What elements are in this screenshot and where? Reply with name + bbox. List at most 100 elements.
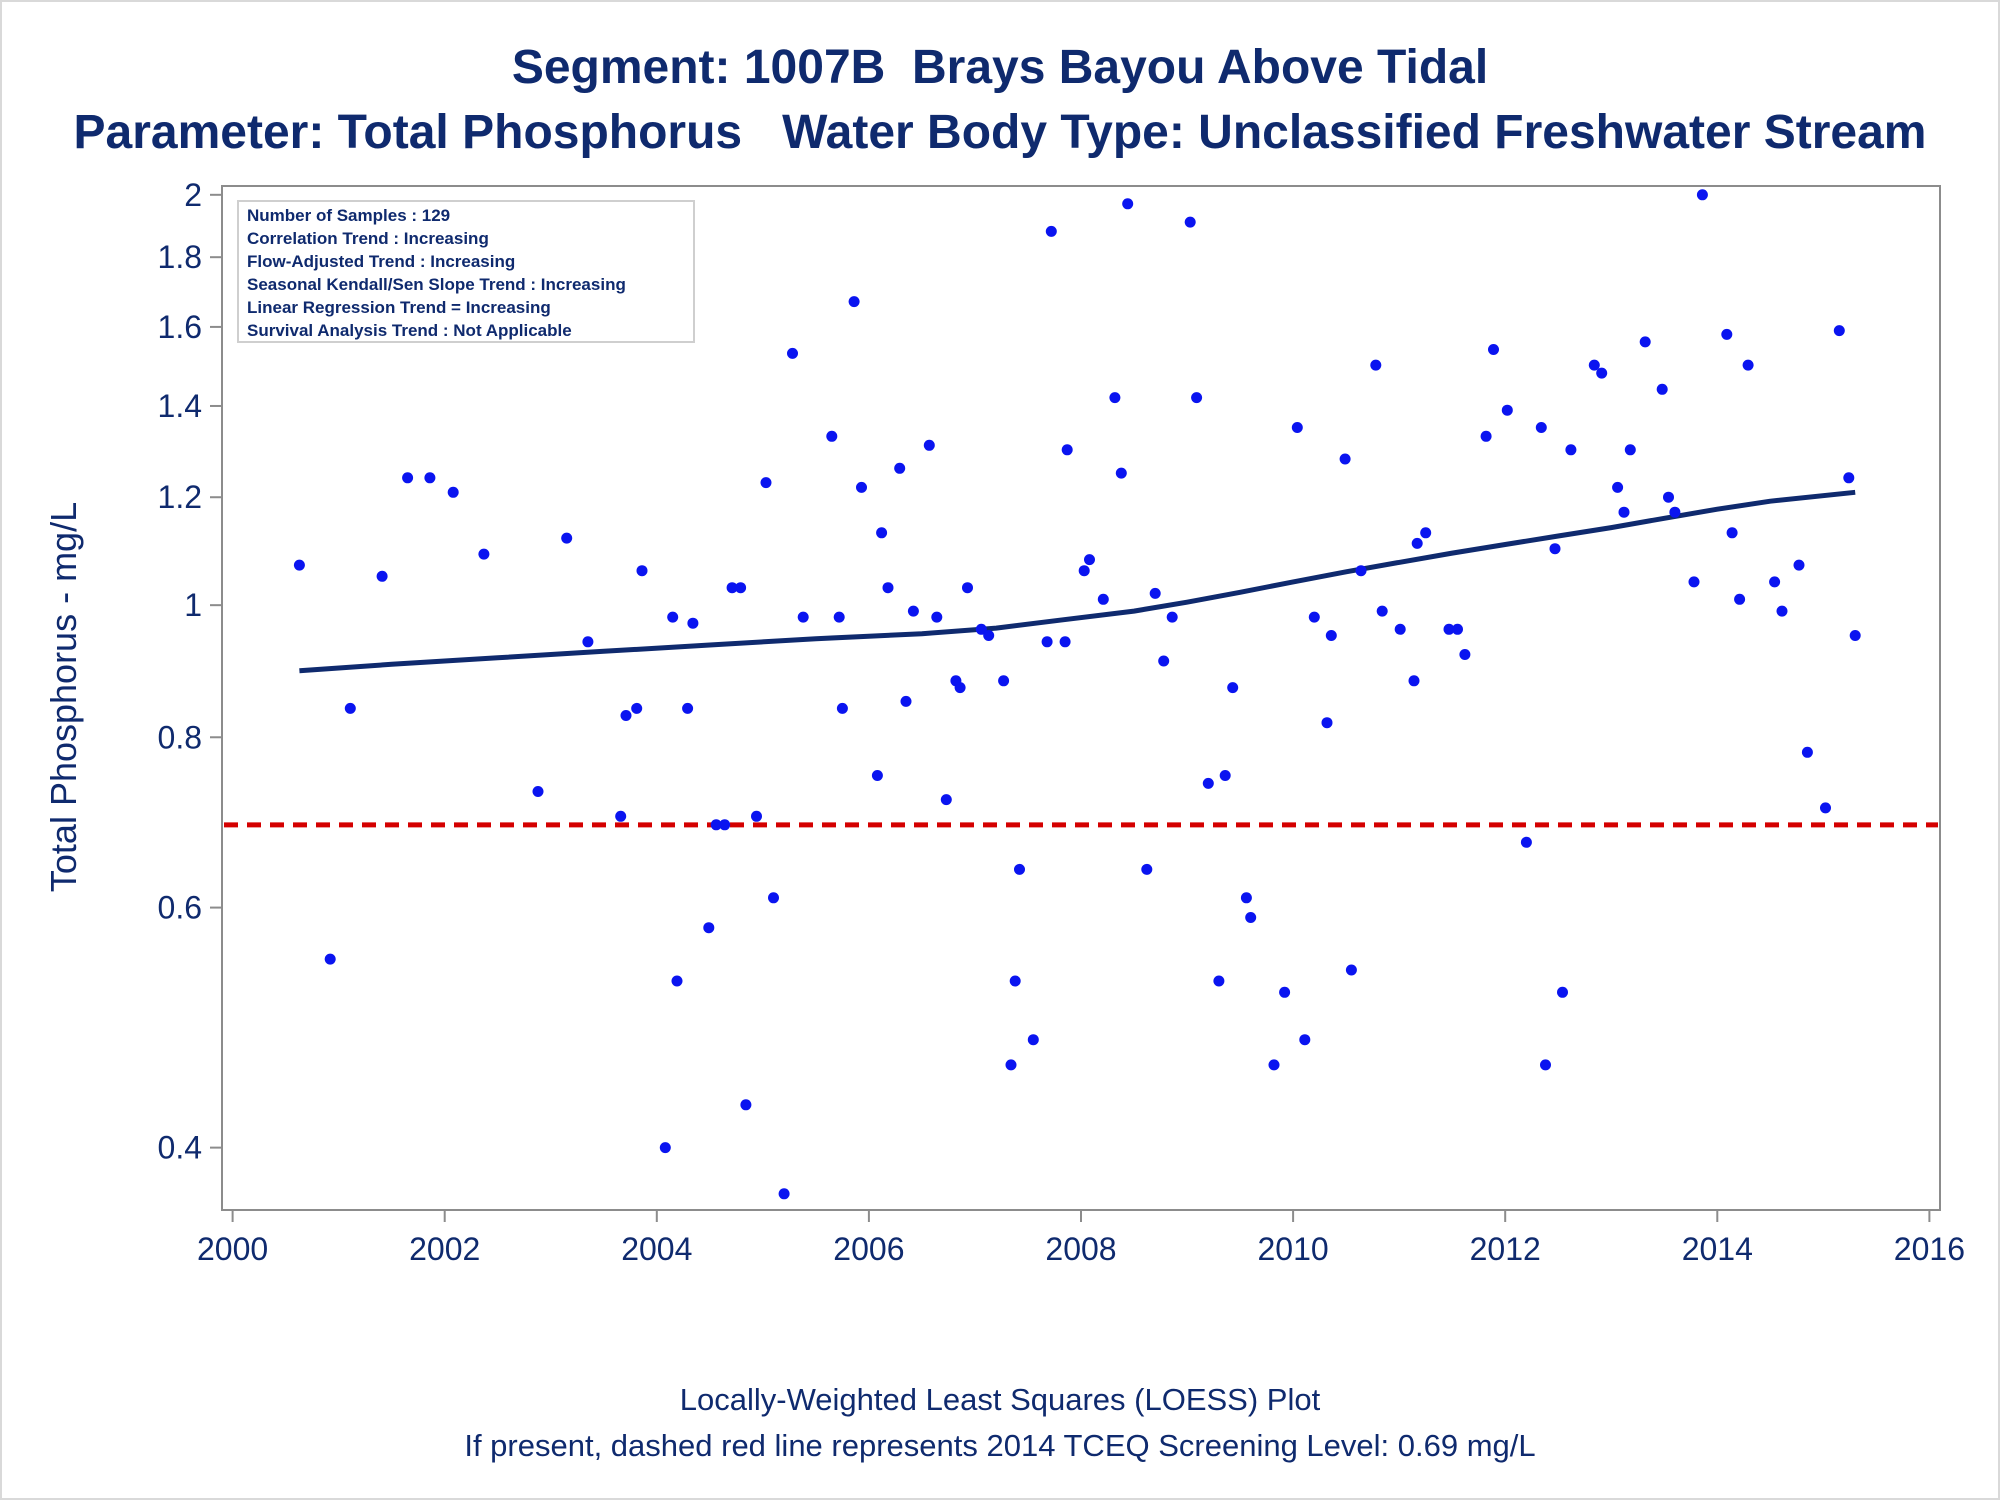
x-tick-label: 2000 <box>197 1231 268 1267</box>
data-point <box>1009 975 1021 987</box>
footnote-screening: If present, dashed red line represents 2… <box>464 1428 1536 1463</box>
data-point <box>1355 565 1367 577</box>
x-tick-label: 2016 <box>1894 1231 1965 1267</box>
data-point <box>1325 630 1337 641</box>
data-point <box>797 611 809 623</box>
data-point <box>778 1188 790 1200</box>
x-tick-label: 2012 <box>1470 1231 1541 1267</box>
data-point <box>1656 383 1668 395</box>
data-point <box>1291 422 1303 433</box>
y-tick-label: 1.2 <box>158 479 202 515</box>
data-point <box>1339 453 1351 465</box>
data-point <box>1141 863 1153 875</box>
data-point <box>293 559 305 571</box>
data-point <box>703 922 715 934</box>
y-tick-label: 1.4 <box>158 388 202 424</box>
data-point <box>1452 623 1463 635</box>
data-point <box>447 486 459 498</box>
data-point <box>1669 506 1681 518</box>
data-point <box>1027 1034 1039 1046</box>
y-tick-label: 1.8 <box>158 239 202 275</box>
data-points <box>293 189 1861 1200</box>
data-point <box>1480 430 1492 442</box>
data-point <box>1245 912 1257 923</box>
x-tick-label: 2002 <box>409 1231 480 1267</box>
data-point <box>659 1142 671 1154</box>
data-point <box>1202 777 1214 789</box>
data-point <box>1833 325 1845 337</box>
data-point <box>907 605 919 617</box>
data-point <box>620 710 632 721</box>
data-point <box>1219 770 1231 781</box>
y-tick-label: 2 <box>184 177 202 213</box>
data-point <box>998 675 1010 687</box>
data-point <box>424 472 436 484</box>
data-point <box>1488 344 1499 355</box>
data-point <box>726 582 738 594</box>
x-tick-label: 2008 <box>1045 1231 1116 1267</box>
y-tick-label: 0.8 <box>158 719 202 755</box>
stats-box: Number of Samples : 129 Correlation Tren… <box>237 200 695 343</box>
data-point <box>1624 444 1636 456</box>
data-point <box>1014 863 1025 875</box>
data-point <box>1191 392 1203 404</box>
data-point <box>1557 986 1568 998</box>
data-point <box>1059 636 1071 648</box>
y-tick-label: 0.6 <box>158 890 202 926</box>
data-point <box>876 527 888 539</box>
data-point <box>1240 892 1252 904</box>
data-point <box>1394 623 1406 635</box>
data-point <box>1663 491 1674 503</box>
data-point <box>1459 649 1471 660</box>
data-point <box>931 611 943 623</box>
data-point <box>671 975 683 987</box>
data-point <box>1721 328 1733 340</box>
footnote-loess: Locally-Weighted Least Squares (LOESS) P… <box>679 1382 1321 1417</box>
data-point <box>1734 593 1746 605</box>
data-point <box>894 462 906 474</box>
data-point <box>631 702 643 714</box>
data-point <box>954 682 966 694</box>
data-point <box>833 611 845 623</box>
data-point <box>882 582 894 594</box>
data-point <box>836 702 848 714</box>
data-point <box>1109 392 1121 404</box>
stats-line: Flow-Adjusted Trend : Increasing <box>247 252 515 271</box>
x-tick-label: 2004 <box>621 1231 692 1267</box>
data-point <box>532 786 544 797</box>
data-point <box>1279 986 1291 998</box>
y-axis-title: Total Phosphorus - mg/L <box>43 502 84 892</box>
y-tick-label: 1 <box>184 587 202 623</box>
data-point <box>1612 481 1624 493</box>
data-point <box>1097 593 1109 605</box>
data-point <box>682 702 694 714</box>
data-point <box>1122 198 1134 210</box>
data-point <box>1213 975 1225 987</box>
data-point <box>1149 587 1161 599</box>
data-point <box>1005 1059 1017 1071</box>
data-point <box>1158 655 1170 667</box>
data-point <box>1041 636 1053 648</box>
data-point <box>1370 359 1382 371</box>
data-point <box>1078 565 1090 577</box>
data-point <box>1376 605 1388 617</box>
data-point <box>1408 675 1420 687</box>
data-point <box>1501 404 1513 416</box>
data-point <box>856 481 867 493</box>
data-point <box>871 770 883 781</box>
data-point <box>1742 359 1754 371</box>
data-point <box>768 892 779 904</box>
data-point <box>710 819 722 831</box>
data-point <box>751 810 762 822</box>
data-point <box>636 565 648 577</box>
data-point <box>1045 225 1057 237</box>
data-point <box>1793 559 1805 571</box>
data-point <box>1596 367 1608 379</box>
data-point <box>1843 472 1855 484</box>
data-point <box>1166 611 1178 623</box>
data-point <box>1618 506 1630 518</box>
data-point <box>923 439 935 451</box>
stats-box-border <box>237 200 695 343</box>
data-point <box>478 548 490 560</box>
data-point <box>1801 746 1813 758</box>
